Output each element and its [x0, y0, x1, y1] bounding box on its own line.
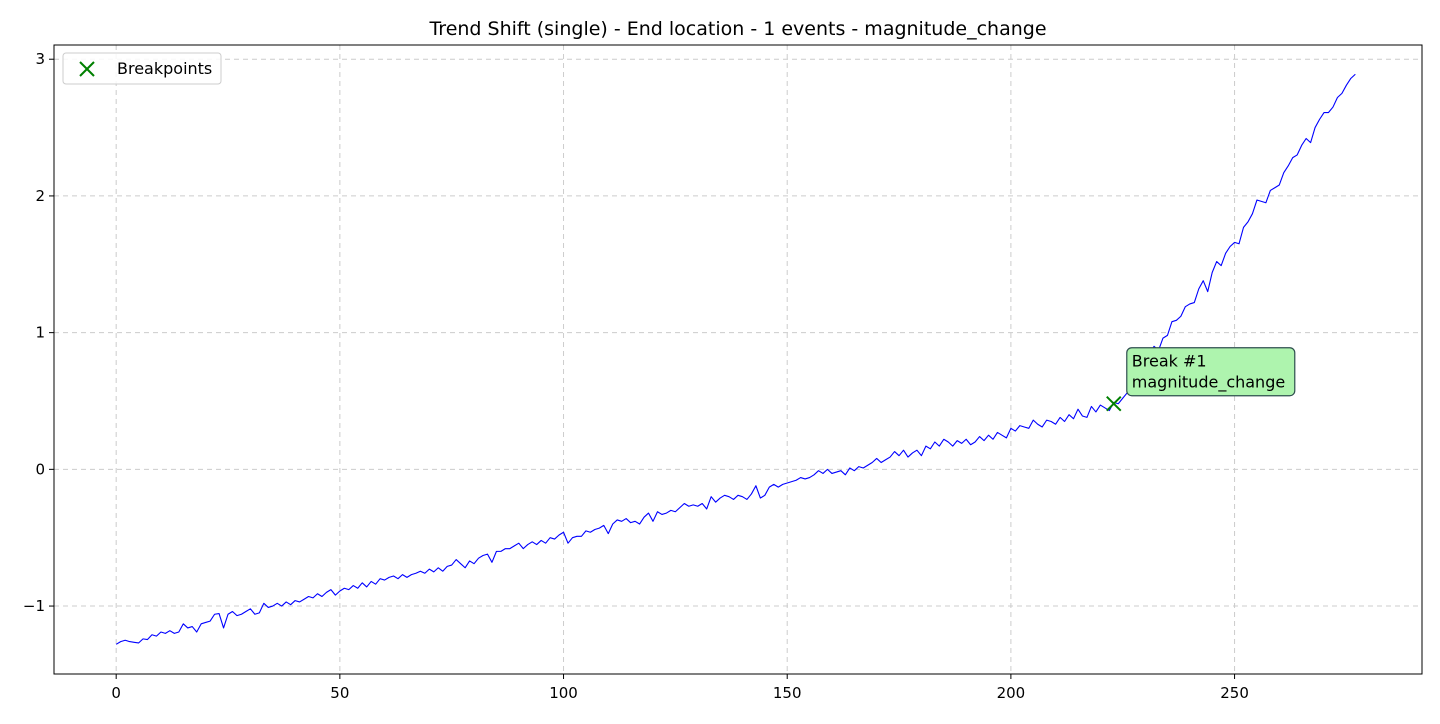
breakpoint-annotation-label: Break #1: [1132, 352, 1207, 371]
x-tick-label: 150: [773, 684, 802, 702]
y-tick-label: 2: [35, 187, 45, 205]
y-tick-label: −1: [23, 597, 45, 615]
legend-box: [62, 52, 222, 85]
breakpoint-annotation-box: [1126, 347, 1296, 397]
legend: Breakpoints: [62, 52, 222, 85]
legend-marker-x-icon: [79, 61, 95, 77]
legend-entry-label: Breakpoints: [117, 59, 212, 78]
axes: [53, 44, 1423, 675]
x-tick-label: 100: [549, 684, 578, 702]
y-tick-label: 0: [35, 460, 45, 478]
breakpoint-x-stroke: [1106, 396, 1122, 412]
ticks: 0 50 100 150 200 250 −1 0 1 2 3: [23, 50, 1249, 702]
breakpoint-layer: Break #1 magnitude_change: [1106, 347, 1296, 412]
x-tick-label: 0: [111, 684, 121, 702]
y-tick-label: 3: [35, 50, 45, 68]
breakpoint-annotation-label: magnitude_change: [1132, 373, 1285, 393]
chart-title: Trend Shift (single) - End location - 1 …: [428, 18, 1046, 40]
plot-frame: [53, 44, 1423, 675]
x-tick-label: 200: [997, 684, 1026, 702]
breakpoint-marker: [1106, 396, 1122, 412]
x-tick-label: 50: [330, 684, 349, 702]
y-tick-label: 1: [35, 324, 45, 342]
legend-marker-stroke: [79, 61, 95, 77]
x-tick-label: 250: [1220, 684, 1249, 702]
